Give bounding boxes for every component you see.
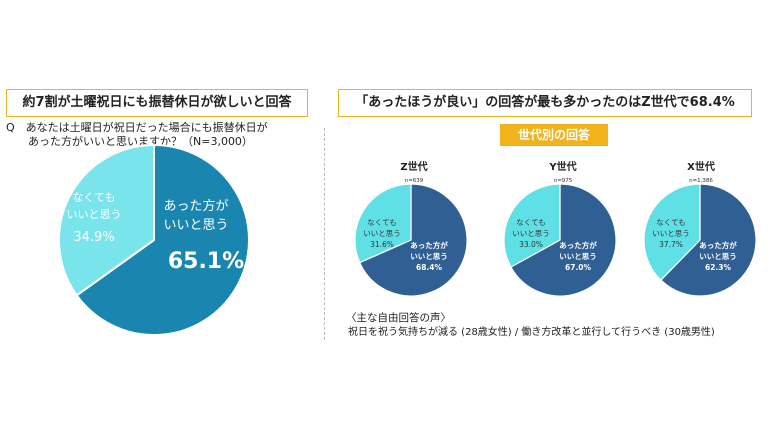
gen-z-slice-no: [354, 183, 412, 264]
gen-z-no-label-2: いいと思う: [363, 229, 401, 238]
gen-x-n: n=1,386: [689, 178, 713, 184]
gen-z-no-value: 31.6%: [370, 240, 394, 249]
gen-z-yes-value: 68.4%: [416, 263, 443, 272]
gen-x-no-value: 37.7%: [659, 240, 683, 249]
gen-y-n: n=975: [553, 178, 573, 184]
header-left: 約7割が土曜祝日にも振替休日が欲しいと回答: [6, 89, 308, 117]
gen-y-yes-label-1: あった方が: [559, 240, 597, 250]
gen-y-slice-no: [503, 183, 561, 268]
gen-x-yes-value: 62.3%: [705, 263, 732, 272]
overall-no-label-2: いいと思う: [67, 208, 122, 221]
gen-y-title: Y世代: [549, 162, 577, 173]
comments-body: 祝日を祝う気持ちが減る (28歳女性) / 働き方改革と並行して行うべき (30…: [348, 327, 715, 338]
gen-z-yes-label-2: いいと思う: [410, 252, 448, 261]
question-line-1: Q あなたは土曜日が祝日だった場合にも振替休日が: [6, 121, 268, 134]
gen-x-no-label-1: なくても: [656, 218, 685, 227]
gen-y-yes-label-2: いいと思う: [559, 252, 597, 261]
gen-z-yes-label-1: あった方が: [410, 240, 448, 250]
gen-x-title: X世代: [687, 162, 715, 173]
question-line-2: あった方がいいと思いますか？（N=3,000）: [6, 135, 253, 148]
question-text: Q あなたは土曜日が祝日だった場合にも振替休日が あった方がいいと思いますか？（…: [6, 121, 316, 149]
header-right: 「あったほうが良い」の回答が最も多かったのはZ世代で68.4%: [338, 89, 752, 117]
gen-x-yes-label-2: いいと思う: [699, 252, 737, 261]
gen-z-no-label-1: なくても: [367, 218, 396, 227]
gen-x-no-label-2: いいと思う: [652, 229, 690, 238]
generation-tag: 世代別の回答: [500, 124, 608, 146]
overall-yes-label-2: いいと思う: [163, 218, 228, 233]
overall-slice-no: [58, 143, 155, 297]
gen-z-title: Z世代: [400, 162, 428, 173]
gen-z-slice-yes: [358, 183, 468, 297]
overall-slice-yes: [75, 143, 250, 336]
overall-yes-label-1: あった方が: [163, 198, 228, 214]
overall-no-value: 34.9%: [73, 230, 114, 245]
gen-y-no-label-2: いいと思う: [512, 229, 550, 238]
gen-y-slice-yes: [510, 183, 617, 297]
gen-y-no-value: 33.0%: [519, 240, 543, 249]
gen-x-slice-no: [643, 183, 701, 281]
comments-title: 〈主な自由回答の声〉: [346, 312, 451, 324]
gen-x-slice-yes: [660, 183, 757, 297]
overall-no-label-1: なくても: [72, 191, 115, 204]
gen-z-n: n=639: [404, 178, 424, 184]
gen-y-yes-value: 67.0%: [565, 263, 592, 272]
overall-yes-value: 65.1%: [168, 249, 244, 274]
gen-y-no-label-1: なくても: [516, 218, 545, 227]
gen-x-yes-label-1: あった方が: [699, 240, 737, 250]
section-divider: [324, 128, 325, 340]
